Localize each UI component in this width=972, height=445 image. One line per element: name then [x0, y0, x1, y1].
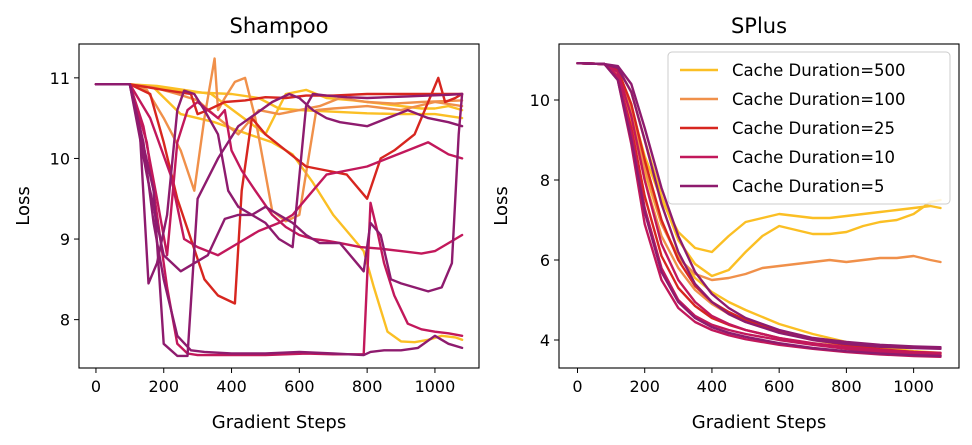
x-tick-label: 800 — [352, 377, 383, 396]
series-line — [576, 62, 942, 358]
splus-ticks: 0 200 400 600 800 1000 4 6 8 10 — [530, 91, 934, 396]
shampoo-ticks: 0 200 400 600 800 1000 8 9 10 11 — [50, 69, 456, 396]
x-tick-label: 800 — [831, 377, 862, 396]
splus-xlabel: Gradient Steps — [692, 412, 826, 433]
x-tick-label: 200 — [629, 377, 660, 396]
y-tick-label: 4 — [540, 331, 550, 350]
x-tick-label: 600 — [764, 377, 795, 396]
splus-series — [576, 62, 942, 358]
shampoo-series — [94, 57, 464, 358]
series-line — [94, 76, 464, 305]
shampoo-ylabel: Loss — [13, 186, 34, 225]
y-tick-label: 10 — [50, 149, 70, 168]
x-tick-label: 0 — [572, 377, 582, 396]
legend-label: Cache Duration=5 — [732, 177, 885, 196]
y-tick-label: 8 — [540, 171, 550, 190]
y-tick-label: 11 — [50, 69, 70, 88]
legend-entry: Cache Duration=5 — [680, 177, 885, 196]
x-tick-label: 600 — [284, 377, 315, 396]
x-tick-label: 1000 — [415, 377, 456, 396]
series-line — [576, 62, 942, 350]
series-line — [94, 83, 464, 293]
legend-entry: Cache Duration=25 — [680, 119, 895, 138]
shampoo-axes-frame — [78, 43, 480, 369]
legend-label: Cache Duration=500 — [732, 61, 906, 80]
shampoo-xlabel: Gradient Steps — [212, 412, 346, 433]
shampoo-panel: Shampoo 0 200 400 600 800 1000 8 9 10 11 Gradient… — [13, 14, 480, 433]
series-line — [94, 83, 464, 285]
series-line — [94, 83, 464, 116]
legend-entry: Cache Duration=100 — [680, 90, 906, 109]
series-line — [576, 62, 942, 349]
legend-label: Cache Duration=10 — [732, 148, 895, 167]
splus-panel: SPlus 0 200 400 600 800 1000 4 6 8 10 Gradient St… — [491, 14, 960, 433]
splus-axes-frame — [558, 43, 960, 369]
series-line — [94, 83, 464, 257]
x-tick-label: 1000 — [893, 377, 934, 396]
series-line — [576, 62, 942, 354]
legend: Cache Duration=500 Cache Duration=100 Ca… — [667, 51, 951, 205]
x-tick-label: 200 — [148, 377, 179, 396]
legend-entry: Cache Duration=500 — [680, 61, 906, 80]
series-line — [94, 57, 464, 223]
series-line — [94, 83, 464, 358]
x-tick-label: 0 — [91, 377, 101, 396]
series-line — [576, 62, 942, 282]
splus-ylabel: Loss — [491, 186, 512, 225]
shampoo-title: Shampoo — [230, 14, 329, 38]
series-line — [576, 62, 942, 357]
y-tick-label: 6 — [540, 251, 550, 270]
x-tick-label: 400 — [216, 377, 247, 396]
splus-title: SPlus — [731, 14, 787, 38]
x-tick-label: 400 — [697, 377, 728, 396]
legend-box — [667, 51, 951, 205]
legend-label: Cache Duration=25 — [732, 119, 895, 138]
y-tick-label: 8 — [60, 311, 70, 330]
legend-entry: Cache Duration=10 — [680, 148, 895, 167]
y-tick-label: 9 — [60, 230, 70, 249]
y-tick-label: 10 — [530, 91, 550, 110]
legend-label: Cache Duration=100 — [732, 90, 906, 109]
